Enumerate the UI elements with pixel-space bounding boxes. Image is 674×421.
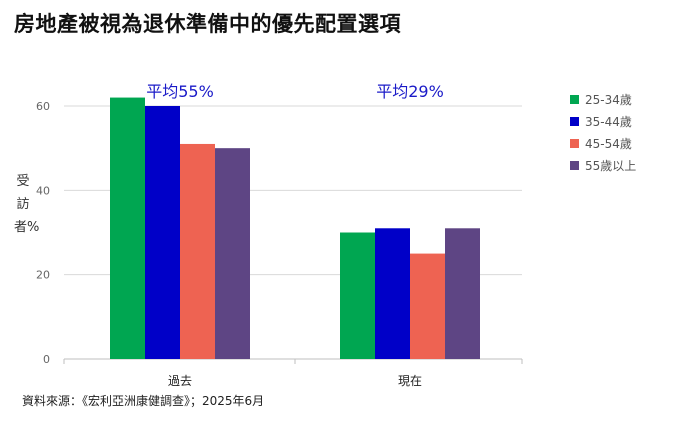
x-tick-label: 過去 (168, 374, 192, 388)
x-tick-label: 現在 (398, 374, 422, 388)
average-annotation: 平均29% (376, 82, 444, 101)
bar-過去-45-54歲 (180, 143, 215, 359)
legend-item: 35-44歲 (570, 110, 636, 132)
source-note: 資料來源：《宏利亞洲康健調查》；2025年6月 (22, 394, 265, 408)
bar-過去-55歲以上 (215, 148, 250, 359)
chart-title: 房地產被視為退休準備中的優先配置選項 (14, 12, 401, 36)
legend-item: 55歲以上 (570, 154, 636, 176)
bar-過去-25-34歲 (110, 97, 145, 360)
y-tick-label: 20 (36, 269, 50, 282)
legend-label: 25-34歲 (585, 92, 632, 107)
y-tick-label: 40 (36, 184, 50, 197)
bar-現在-25-34歲 (340, 232, 375, 359)
chart-legend: 25-34歲 35-44歲 45-54歲 55歲以上 (570, 88, 636, 176)
bar-現在-35-44歲 (375, 228, 410, 359)
y-tick-label: 0 (43, 353, 50, 366)
bar-過去-35-44歲 (145, 106, 180, 359)
legend-swatch (570, 116, 579, 126)
legend-item: 25-34歲 (570, 88, 636, 110)
legend-label: 55歲以上 (585, 158, 637, 173)
bar-現在-55歲以上 (445, 228, 480, 359)
legend-swatch (570, 138, 579, 148)
y-tick-label: 60 (36, 100, 50, 113)
legend-item: 45-54歲 (570, 132, 636, 154)
legend-label: 45-54歲 (585, 136, 632, 151)
bar-現在-45-54歲 (410, 253, 445, 359)
legend-swatch (570, 94, 579, 104)
legend-label: 35-44歲 (585, 114, 632, 129)
average-annotation: 平均55% (146, 82, 214, 101)
legend-swatch (570, 160, 579, 170)
